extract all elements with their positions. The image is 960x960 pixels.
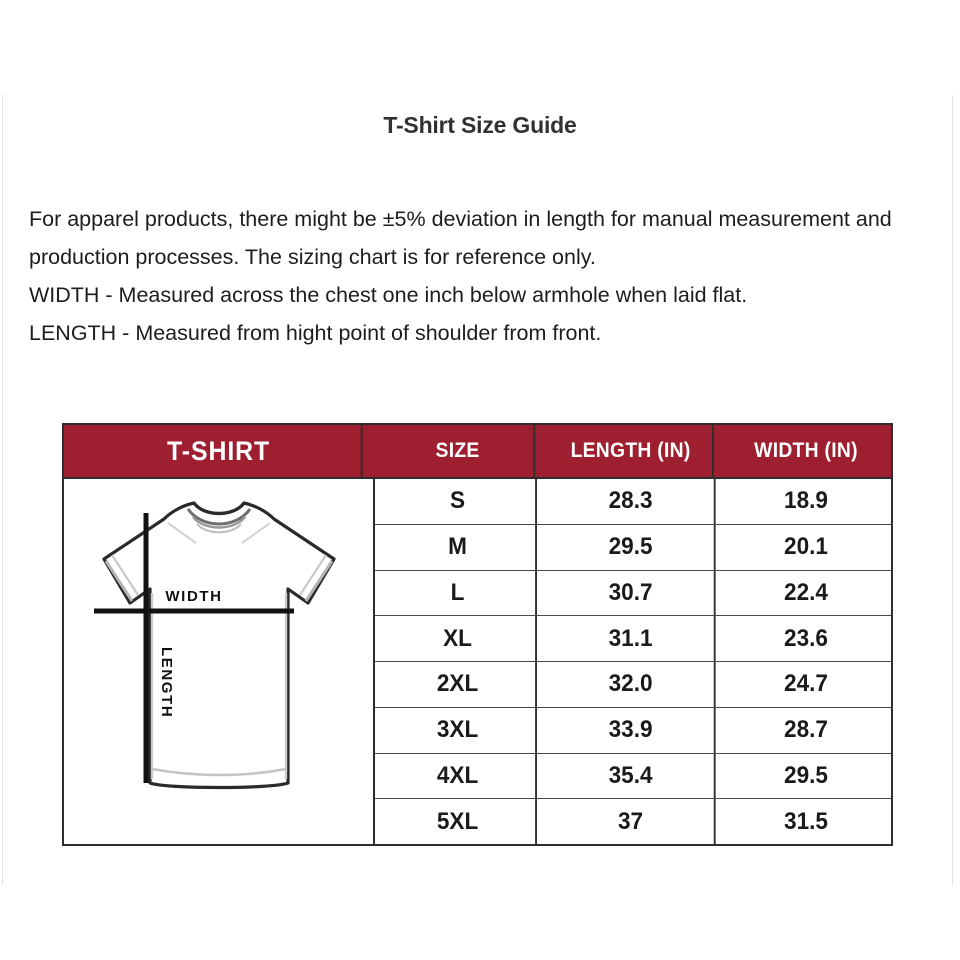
cell-width: 29.5 bbox=[784, 761, 828, 789]
cell-width: 28.7 bbox=[784, 716, 828, 744]
tshirt-diagram-icon: WIDTH LENGTH bbox=[64, 479, 373, 844]
table-body: WIDTH LENGTH S 28.3 18.9 M 29.5 20.1 bbox=[64, 479, 891, 844]
table-header-row: T-SHIRT SIZE LENGTH (IN) WIDTH (IN) bbox=[64, 425, 891, 479]
cell-width: 22.4 bbox=[784, 578, 828, 606]
cell-length: 33.9 bbox=[547, 707, 716, 753]
page-title: T-Shirt Size Guide bbox=[383, 112, 577, 138]
table-header-tshirt: T-SHIRT bbox=[76, 425, 363, 477]
table-row: S 28.3 18.9 bbox=[375, 479, 891, 525]
length-measurement-label: LENGTH bbox=[158, 647, 175, 718]
size-rows-container: S 28.3 18.9 M 29.5 20.1 L 30.7 22.4 XL 3… bbox=[375, 479, 891, 844]
cell-length: 31.1 bbox=[547, 616, 716, 661]
size-chart-table: T-SHIRT SIZE LENGTH (IN) WIDTH (IN) bbox=[62, 423, 893, 846]
table-row: XL 31.1 23.6 bbox=[375, 616, 891, 662]
table-header-length: LENGTH (IN) bbox=[549, 425, 714, 477]
page-edge-right-rule bbox=[952, 95, 953, 885]
cell-length: 32.0 bbox=[547, 662, 716, 707]
width-measurement-label: WIDTH bbox=[165, 588, 222, 605]
tshirt-illustration-cell: WIDTH LENGTH bbox=[64, 479, 375, 844]
table-row: 3XL 33.9 28.7 bbox=[375, 707, 891, 754]
width-definition: WIDTH - Measured across the chest one in… bbox=[29, 283, 748, 307]
cell-size: 2XL bbox=[380, 662, 537, 707]
table-row: L 30.7 22.4 bbox=[375, 570, 891, 617]
page-edge-left-rule bbox=[2, 95, 3, 885]
cell-width: 18.9 bbox=[784, 487, 828, 515]
cell-size: 3XL bbox=[380, 707, 537, 753]
table-header-width: WIDTH (IN) bbox=[754, 439, 858, 462]
cell-width: 23.6 bbox=[784, 624, 828, 652]
intro-text-block: For apparel products, there might be ±5%… bbox=[29, 200, 909, 352]
cell-size: 5XL bbox=[380, 799, 537, 844]
cell-width: 31.5 bbox=[784, 807, 828, 835]
cell-length: 29.5 bbox=[547, 524, 716, 570]
length-definition: LENGTH - Measured from hight point of sh… bbox=[29, 321, 602, 345]
table-row: M 29.5 20.1 bbox=[375, 524, 891, 571]
cell-size: L bbox=[380, 570, 537, 616]
cell-size: XL bbox=[380, 616, 537, 661]
cell-size: S bbox=[380, 479, 537, 524]
cell-length: 37 bbox=[547, 799, 716, 844]
table-header-size: SIZE bbox=[382, 425, 536, 477]
cell-size: 4XL bbox=[380, 753, 537, 799]
cell-length: 28.3 bbox=[547, 479, 716, 524]
cell-length: 30.7 bbox=[547, 570, 716, 616]
cell-width: 24.7 bbox=[784, 670, 828, 698]
cell-width: 20.1 bbox=[784, 533, 828, 561]
table-row: 4XL 35.4 29.5 bbox=[375, 753, 891, 800]
deviation-note: For apparel products, there might be ±5%… bbox=[29, 207, 892, 269]
table-row: 5XL 37 31.5 bbox=[375, 799, 891, 844]
cell-size: M bbox=[380, 524, 537, 570]
cell-length: 35.4 bbox=[547, 753, 716, 799]
table-row: 2XL 32.0 24.7 bbox=[375, 662, 891, 708]
